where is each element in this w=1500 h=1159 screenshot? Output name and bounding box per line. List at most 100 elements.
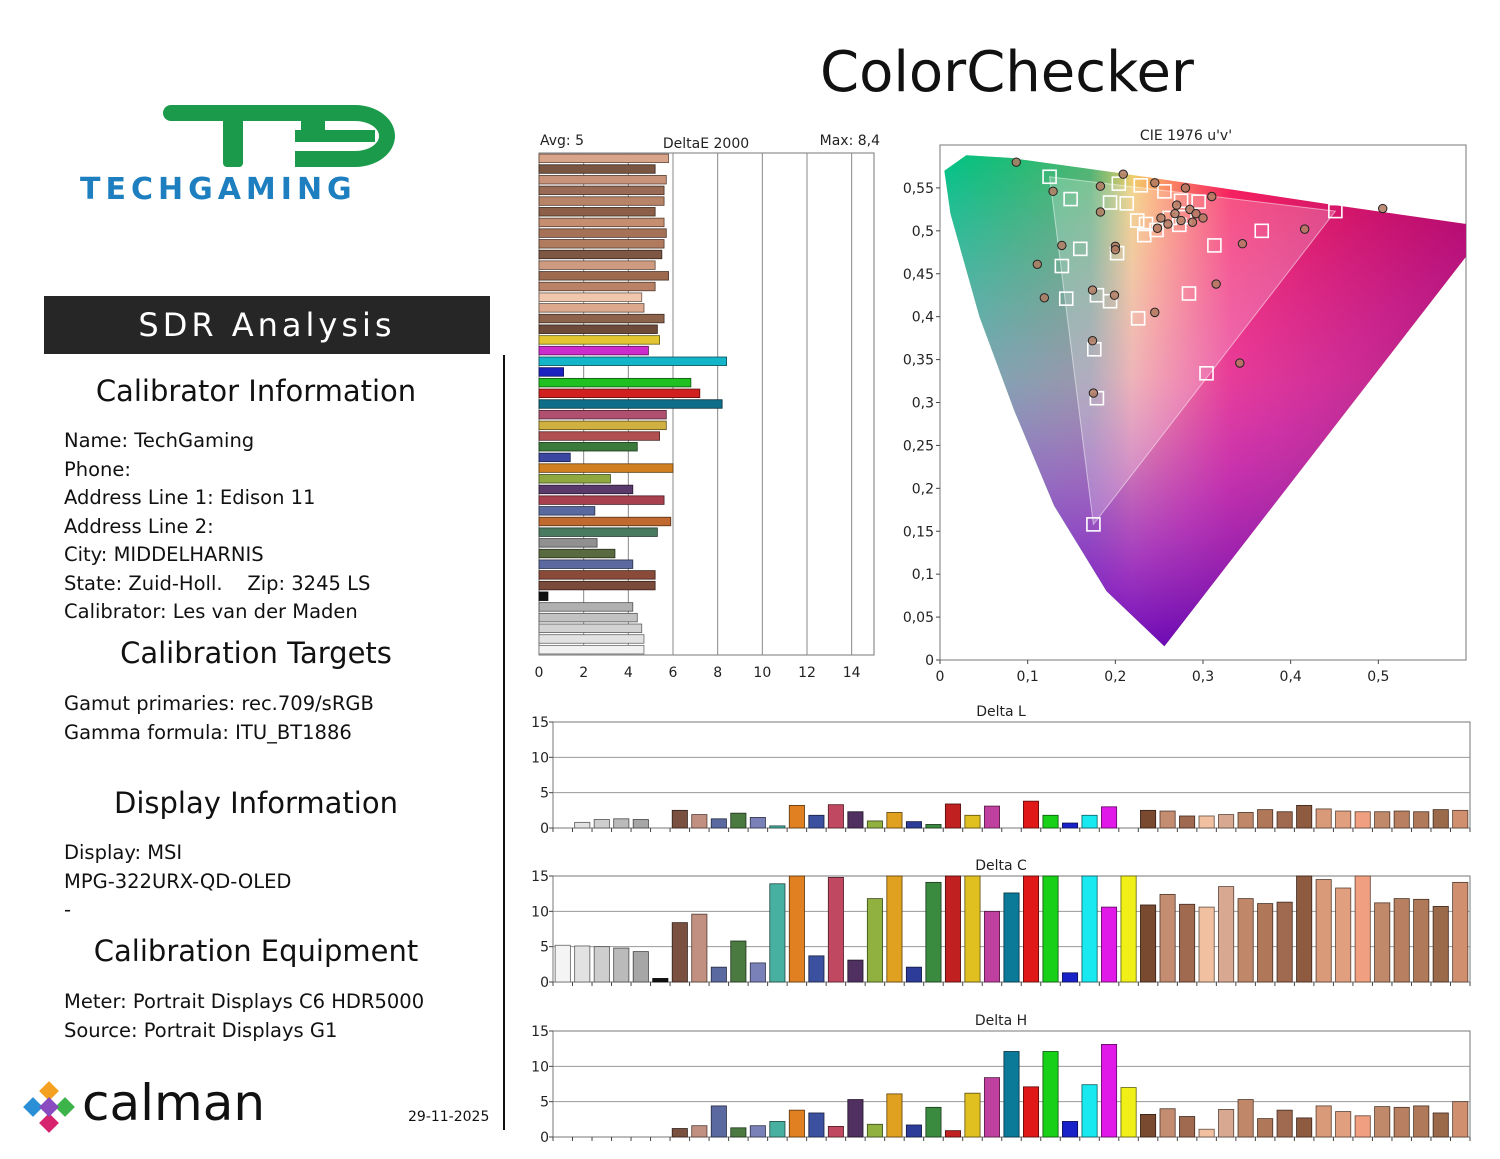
delta-c-bar xyxy=(886,875,903,983)
delta-l-bar xyxy=(1335,810,1352,829)
deltae-bar xyxy=(538,612,638,623)
target-marker xyxy=(1133,178,1149,193)
delta-c-bar xyxy=(866,898,883,983)
deltae-avg-label: Avg: 5 xyxy=(540,133,584,149)
deltae-bar xyxy=(538,602,634,612)
delta-l-bar xyxy=(1257,809,1274,829)
delta-c-bar xyxy=(593,946,610,983)
deltae-bar xyxy=(538,388,701,398)
targets-block: Gamut primaries: rec.709/sRGB Gamma form… xyxy=(64,690,374,747)
target-marker xyxy=(1072,241,1088,257)
delta-h-y-tick-label: 15 xyxy=(531,1024,549,1040)
deltae-bar xyxy=(538,623,643,633)
deltae-bar xyxy=(538,644,645,655)
delta-c-bar xyxy=(1374,902,1391,983)
delta-h-bar xyxy=(1354,1115,1371,1138)
deltae-bar xyxy=(538,303,645,313)
delta-h-bar xyxy=(808,1112,825,1138)
cie-chart: CIE 1976 u'v' 0 0,1 0,2 0,3 0,4 0,5 0 0,05 0,1 0,1… xyxy=(903,128,1467,685)
measured-point xyxy=(1180,183,1191,193)
delta-h-bar xyxy=(1198,1128,1215,1138)
delta-c-bar xyxy=(1335,887,1352,983)
delta-h-bar xyxy=(1003,1051,1020,1138)
techgaming-logo: TG TECHGAMING xyxy=(75,100,475,210)
delta-c-y-tick-label: 5 xyxy=(540,940,549,956)
delta-h-bar xyxy=(691,1125,708,1138)
deltae-bar xyxy=(538,345,649,356)
delta-h-bar xyxy=(1062,1121,1079,1138)
delta-l-bar xyxy=(769,825,786,829)
info-line: Calibrator: Les van der Maden xyxy=(64,600,358,623)
target-marker xyxy=(1111,176,1127,191)
delta-l-bar xyxy=(710,818,727,829)
cie-x-tick-label: 0,2 xyxy=(1104,669,1126,685)
delta-c-bar xyxy=(1452,881,1469,983)
delta-h-bar xyxy=(788,1109,805,1138)
delta-l-bar xyxy=(808,814,825,829)
delta-l-bar xyxy=(827,804,844,829)
target-marker xyxy=(1119,196,1135,211)
delta-c-bar xyxy=(1179,903,1196,983)
delta-c-bar xyxy=(554,944,571,983)
info-line: Gamma formula: ITU_BT1886 xyxy=(64,720,352,744)
delta-l-bar xyxy=(1432,809,1449,829)
measured-point xyxy=(1109,290,1120,300)
delta-h-bar xyxy=(730,1127,747,1138)
delta-l-bar xyxy=(1179,815,1196,829)
delta-l-bar xyxy=(1218,814,1235,829)
delta-l-bar xyxy=(1237,812,1254,829)
cie-y-tick-label: 0,35 xyxy=(903,353,934,369)
delta-h-bar xyxy=(769,1121,786,1138)
info-line: City: MIDDELHARNIS xyxy=(64,543,264,566)
delta-h-y-tick-label: 10 xyxy=(531,1059,549,1075)
delta-c-bar xyxy=(944,875,961,983)
delta-c-bar xyxy=(769,883,786,983)
sdr-analysis-banner: SDR Analysis xyxy=(44,296,490,354)
deltae-bar xyxy=(538,516,672,527)
info-line: Source: Portrait Displays G1 xyxy=(64,1018,338,1042)
deltae-tick-label: 14 xyxy=(843,665,861,681)
delta-l-bar xyxy=(847,811,864,829)
delta-h-bar xyxy=(749,1125,766,1138)
target-marker xyxy=(1328,203,1343,219)
deltae-bar xyxy=(538,153,669,164)
cie-y-tick-label: 0,2 xyxy=(912,481,934,497)
delta-c-bar xyxy=(1198,906,1215,983)
info-line: Name: TechGaming xyxy=(64,429,255,452)
delta-l-y-tick-label: 0 xyxy=(540,821,549,837)
target-marker xyxy=(1173,193,1189,209)
delta-c-bar xyxy=(983,910,1000,983)
delta-l-bar xyxy=(593,819,610,829)
delta-l-bar xyxy=(1276,811,1293,829)
delta-h-bar xyxy=(827,1126,844,1138)
delta-c-bar xyxy=(1159,893,1176,983)
target-marker xyxy=(1181,286,1197,301)
measured-point xyxy=(1170,208,1180,219)
delta-c-bar xyxy=(1218,886,1235,983)
target-marker xyxy=(1136,227,1152,243)
delta-c-bar xyxy=(847,959,864,983)
deltae-bar xyxy=(538,559,634,569)
deltae-bar xyxy=(538,580,656,591)
deltae-bar xyxy=(538,313,665,324)
measured-point xyxy=(1087,336,1098,346)
cie-x-tick-label: 0,4 xyxy=(1280,669,1302,685)
cie-y-tick-label: 0 xyxy=(925,653,934,669)
measured-point xyxy=(1057,240,1067,251)
vertical-divider xyxy=(503,355,505,1130)
delta-h-bar xyxy=(1042,1051,1059,1138)
delta-l-bar xyxy=(1452,809,1469,829)
deltae-bar xyxy=(538,538,598,548)
target-marker xyxy=(1058,291,1074,306)
delta-c-bar xyxy=(808,955,825,983)
page-title: ColorChecker xyxy=(820,40,1194,105)
deltae-bar xyxy=(538,367,564,377)
cie-y-tick-label: 0,25 xyxy=(903,438,934,454)
logo-mark-icon: TG xyxy=(163,105,395,167)
delta-l-y-tick-label: 15 xyxy=(531,715,549,731)
deltae-bar xyxy=(538,260,656,270)
delta-c-bar xyxy=(1276,901,1293,983)
delta-h-bar xyxy=(1179,1116,1196,1138)
delta-h-y-tick-label: 0 xyxy=(540,1130,549,1146)
delta-c-bar xyxy=(749,962,766,983)
